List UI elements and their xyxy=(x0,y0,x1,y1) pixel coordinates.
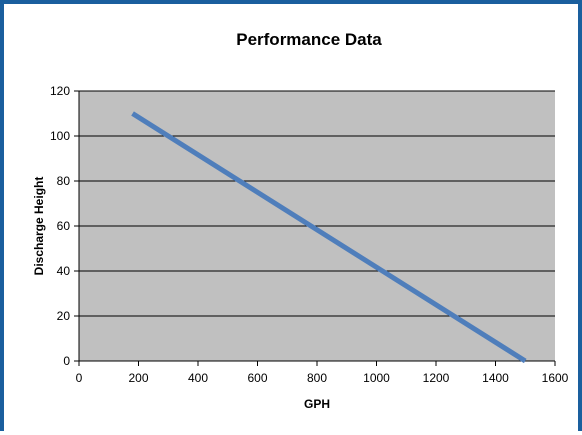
x-tick-label: 1000 xyxy=(363,371,390,385)
y-tick-label: 20 xyxy=(57,309,71,323)
y-axis-title: Discharge Height xyxy=(32,177,46,276)
x-tick-label: 1600 xyxy=(542,371,569,385)
y-tick-label: 40 xyxy=(57,264,71,278)
y-tick-label: 60 xyxy=(57,219,71,233)
chart-title: Performance Data xyxy=(236,30,382,49)
y-tick-label: 0 xyxy=(63,354,70,368)
x-axis-ticks: 0 200 400 600 800 1000 1200 1400 1600 xyxy=(76,361,569,385)
y-axis-ticks: 0 20 40 60 80 100 120 xyxy=(50,84,79,368)
x-tick-label: 1200 xyxy=(423,371,450,385)
y-tick-label: 100 xyxy=(50,129,70,143)
y-tick-label: 120 xyxy=(50,84,70,98)
x-tick-label: 1400 xyxy=(482,371,509,385)
gridlines xyxy=(79,90,555,317)
x-tick-label: 800 xyxy=(307,371,327,385)
x-axis-title: GPH xyxy=(304,397,330,411)
series-group xyxy=(131,111,527,364)
x-tick-label: 600 xyxy=(247,371,267,385)
x-tick-label: 200 xyxy=(128,371,148,385)
series-line-0 xyxy=(131,111,527,364)
line-chart: Performance Data 0 20 40 60 80 100 120 0 200 400… xyxy=(32,30,569,411)
x-tick-label: 0 xyxy=(76,371,83,385)
x-tick-label: 400 xyxy=(188,371,208,385)
y-tick-label: 80 xyxy=(57,174,71,188)
